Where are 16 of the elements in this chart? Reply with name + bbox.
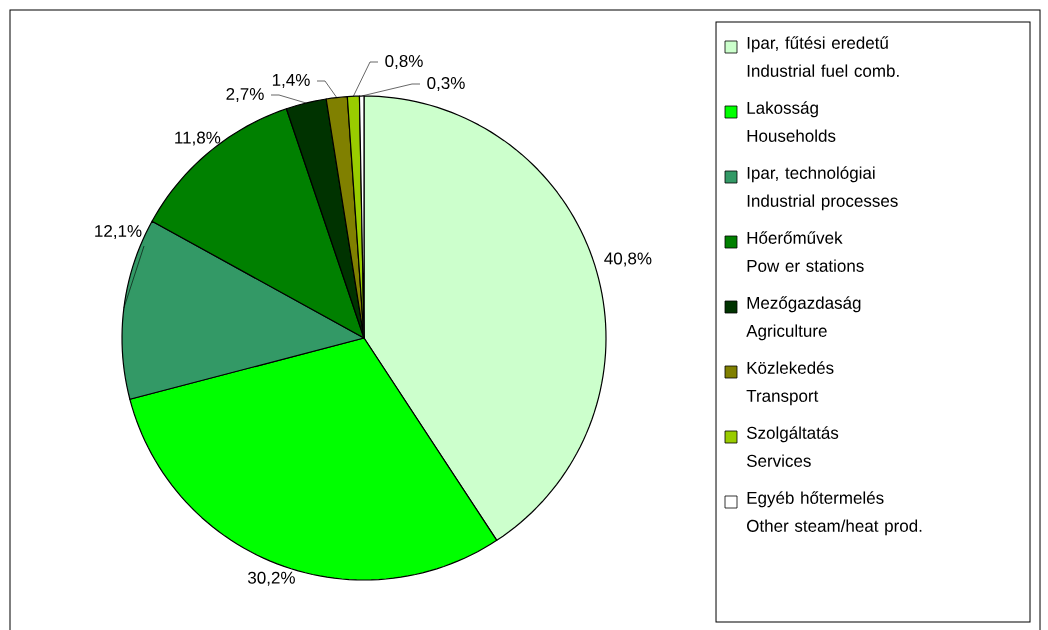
data-label: 0,8% [385,54,423,70]
legend-label: Közlekedés Transport [746,361,834,406]
legend-label: Ipar, technológiai Industrial processes [747,166,898,211]
legend-label: Szolgáltatás Services [746,426,839,467]
data-label: 2,7% [226,87,264,103]
data-label: 30,2% [247,571,295,586]
legend-label: Ipar, fűtési eredetű Industrial fuel comb. [747,36,899,77]
legend-label: Mezőgazdaság Agriculture [746,296,861,341]
legend-label: Hőerőművek Pow er stations [747,231,864,272]
legend-label: Egyéb hőtermelés Other steam/heat prod. [747,491,922,536]
legend-label: Lakosság Households [747,101,836,142]
data-label: 0,3% [427,76,465,92]
data-label: 11,8% [175,131,221,146]
data-label: 12,1% [95,224,142,240]
data-label: 1,4% [272,74,310,88]
data-label: 40,8% [604,252,652,267]
